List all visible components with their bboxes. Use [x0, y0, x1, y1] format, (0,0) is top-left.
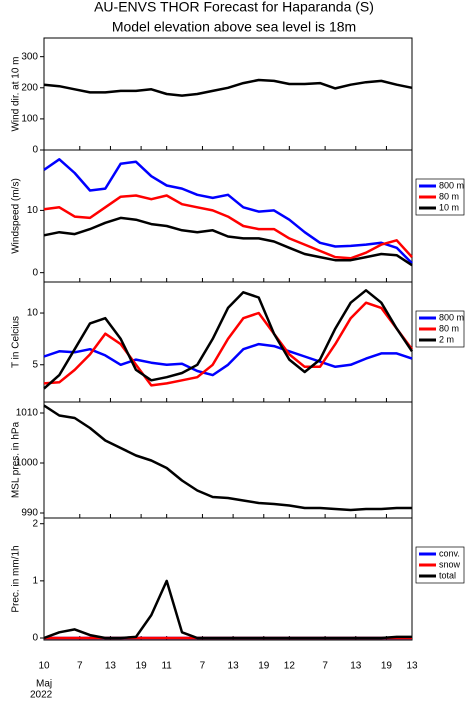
x-tick-label: 13 [350, 661, 362, 672]
chart-title: AU-ENVS THOR Forecast for Haparanda (S) [94, 0, 374, 15]
x-tick-label: 13 [228, 661, 240, 672]
x-tick-label: 7 [77, 661, 83, 672]
legend-label: 80 m [439, 191, 459, 201]
y-axis-label: Wind dir. at 10 m [11, 56, 22, 131]
y-tick-label: 1 [32, 575, 38, 586]
x-tick-label: 11 [161, 661, 172, 672]
y-tick-label: 0 [32, 145, 38, 156]
series-line [43, 342, 413, 377]
y-tick-label: 0 [32, 267, 38, 278]
series-line [43, 158, 413, 265]
y-tick-label: 990 [21, 508, 38, 519]
series-line [43, 194, 413, 260]
plot-frame [43, 37, 413, 151]
legend-label: snow [439, 559, 461, 569]
x-tick-label: 7 [200, 661, 206, 672]
legend-label: conv. [439, 548, 460, 558]
x-tick-label: 10 [38, 661, 50, 672]
y-axis-label: Windspeed (m/s) [11, 178, 22, 254]
y-tick-label: 100 [21, 114, 38, 125]
legend-label: total [439, 570, 456, 580]
y-tick-label: 10 [27, 205, 39, 216]
y-tick-label: 2 [32, 518, 38, 529]
x-axis-label: Maj [36, 679, 52, 690]
x-axis-label: 2022 [30, 690, 53, 701]
series-line [43, 301, 414, 387]
y-tick-label: 0 [32, 633, 38, 644]
y-tick-label: 1000 [16, 458, 39, 469]
series-line [43, 78, 413, 97]
x-tick-label: 19 [136, 661, 148, 672]
x-tick-label: 19 [258, 661, 270, 672]
x-tick-label: 7 [322, 661, 328, 672]
y-axis-label: MSL pres. in hPa [11, 421, 22, 498]
chart-subtitle: Model elevation above sea level is 18m [112, 19, 356, 35]
series-line [43, 404, 412, 512]
x-tick-label: 13 [105, 661, 117, 672]
x-tick-label: 19 [381, 661, 393, 672]
legend-label: 2 m [439, 334, 454, 344]
y-axis-label: Prec. in mm/1h [11, 545, 22, 612]
legend-label: 80 m [439, 323, 459, 333]
x-tick-label: 12 [284, 661, 296, 672]
y-tick-label: 300 [21, 51, 38, 62]
y-tick-label: 10 [27, 308, 39, 319]
x-tick-label: 13 [406, 661, 418, 672]
y-tick-label: 1010 [16, 408, 39, 419]
series-line [43, 216, 413, 267]
legend-label: 10 m [439, 202, 459, 212]
plot-frame [43, 517, 413, 641]
y-tick-label: 5 [32, 359, 38, 370]
series-line [43, 289, 414, 390]
y-axis-label: T in Celcius [11, 316, 22, 368]
plot-frame [43, 401, 413, 519]
legend-label: 800 m [439, 312, 464, 322]
legend-label: 800 m [439, 180, 464, 190]
series-line [43, 579, 412, 640]
y-tick-label: 200 [21, 82, 38, 93]
